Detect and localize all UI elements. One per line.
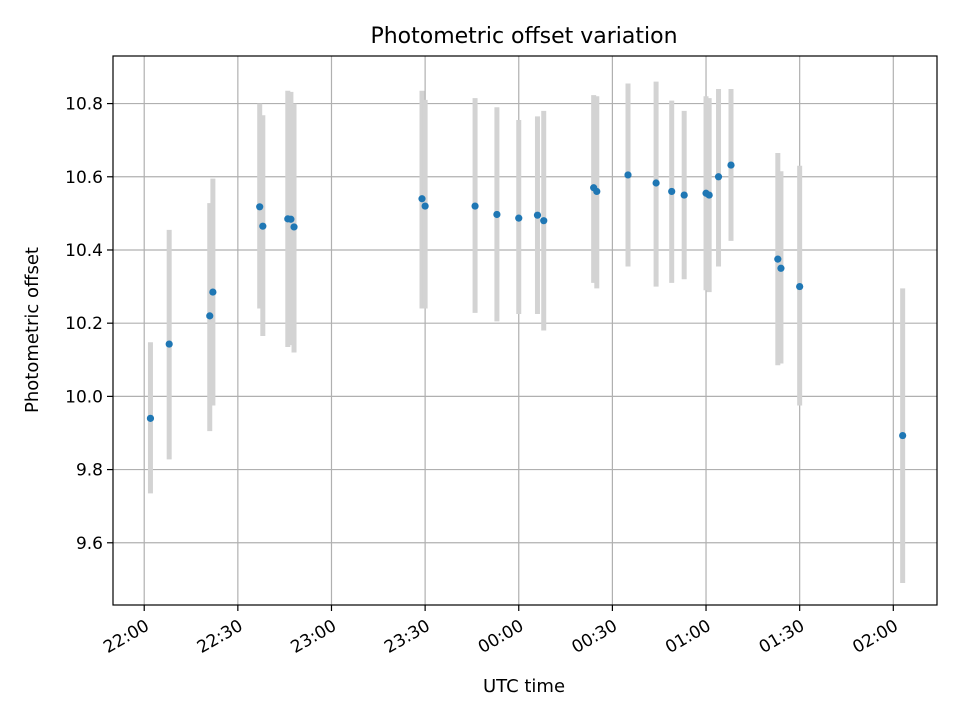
data-point [418, 195, 426, 203]
data-point [652, 179, 660, 187]
data-point [624, 171, 632, 179]
data-point [421, 202, 429, 210]
chart-title: Photometric offset variation [370, 24, 677, 49]
grid [113, 56, 937, 605]
data-point [668, 187, 676, 196]
data-point [593, 187, 601, 196]
data-point [705, 191, 713, 199]
y-tick-label: 10.8 [65, 95, 103, 115]
data-point [774, 255, 782, 263]
data-point [777, 264, 785, 272]
y-tick-label: 10.6 [65, 168, 103, 188]
data-point [259, 222, 267, 230]
data-point [540, 217, 548, 225]
data-point [714, 173, 723, 181]
y-tick-label: 9.6 [76, 534, 103, 554]
data-point [727, 161, 735, 169]
plot-frame [112, 55, 938, 606]
data-point [256, 203, 264, 211]
data-point [899, 431, 907, 440]
data-point [493, 210, 501, 219]
data-point [287, 215, 295, 223]
y-tick-label: 10.0 [65, 387, 103, 407]
data-point [796, 282, 804, 291]
y-axis-label: Photometric offset [22, 247, 43, 413]
x-axis-label: UTC time [483, 676, 565, 697]
data-point [680, 191, 688, 199]
data-point [533, 211, 542, 219]
data-point [471, 202, 479, 210]
data-point [206, 312, 214, 320]
data-point [146, 414, 155, 422]
data-point [290, 223, 298, 231]
y-tick-label: 9.8 [76, 461, 103, 481]
data-point [209, 288, 217, 296]
y-tick-label: 10.4 [65, 241, 103, 261]
data-point [515, 214, 523, 222]
y-axis-ticks: 9.6 9.8 10.0 10.2 10.4 10.6 10.8 [65, 95, 113, 554]
data-points [146, 161, 907, 440]
data-point [165, 340, 173, 348]
y-tick-label: 10.2 [65, 314, 103, 334]
